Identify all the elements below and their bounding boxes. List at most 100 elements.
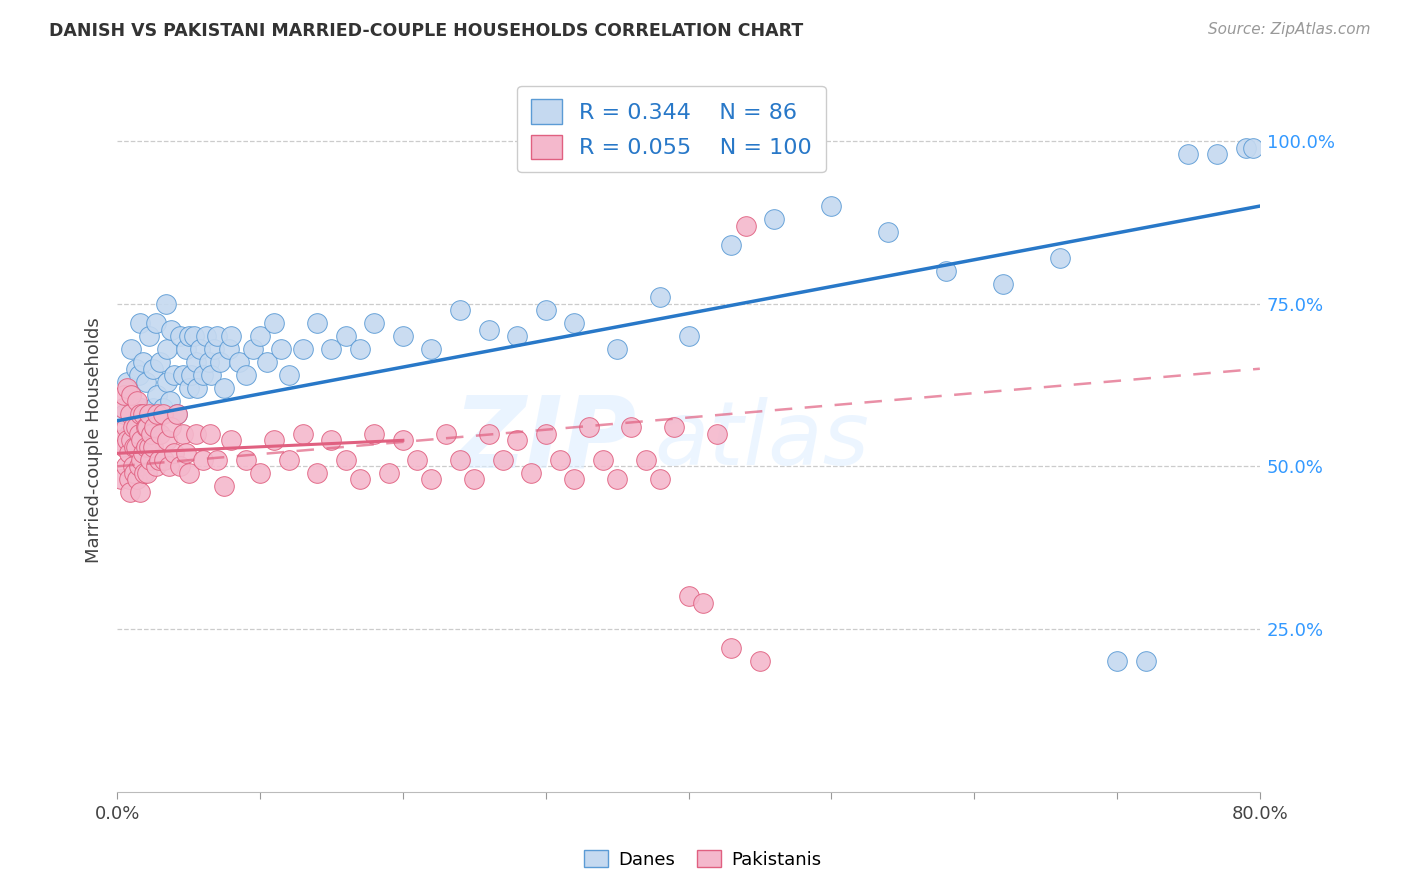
Point	[307, 316, 329, 330]
Point	[131, 452, 153, 467]
Point	[720, 238, 742, 252]
Point	[606, 342, 628, 356]
Point	[143, 420, 166, 434]
Point	[131, 434, 153, 448]
Point	[434, 426, 457, 441]
Point	[142, 401, 165, 415]
Point	[139, 452, 162, 467]
Text: Source: ZipAtlas.com: Source: ZipAtlas.com	[1208, 22, 1371, 37]
Point	[291, 426, 314, 441]
Point	[180, 368, 202, 383]
Point	[125, 420, 148, 434]
Text: DANISH VS PAKISTANI MARRIED-COUPLE HOUSEHOLDS CORRELATION CHART: DANISH VS PAKISTANI MARRIED-COUPLE HOUSE…	[49, 22, 803, 40]
Point	[128, 414, 150, 428]
Point	[763, 212, 786, 227]
Point	[155, 296, 177, 310]
Point	[664, 420, 686, 434]
Point	[131, 401, 153, 415]
Point	[124, 466, 146, 480]
Point	[128, 459, 150, 474]
Point	[202, 342, 225, 356]
Point	[127, 472, 149, 486]
Point	[270, 342, 292, 356]
Point	[132, 407, 155, 421]
Point	[166, 407, 188, 421]
Point	[136, 466, 159, 480]
Point	[492, 452, 515, 467]
Point	[125, 440, 148, 454]
Point	[562, 472, 585, 486]
Point	[363, 426, 385, 441]
Point	[406, 452, 429, 467]
Point	[112, 440, 135, 454]
Point	[142, 440, 165, 454]
Point	[136, 420, 159, 434]
Point	[578, 420, 600, 434]
Point	[606, 472, 628, 486]
Point	[620, 420, 643, 434]
Point	[648, 290, 671, 304]
Point	[149, 426, 172, 441]
Point	[1105, 655, 1128, 669]
Point	[1241, 140, 1264, 154]
Point	[152, 401, 174, 415]
Point	[115, 381, 138, 395]
Point	[420, 472, 443, 486]
Point	[153, 452, 176, 467]
Point	[634, 452, 657, 467]
Point	[706, 426, 728, 441]
Point	[392, 329, 415, 343]
Point	[159, 394, 181, 409]
Point	[145, 316, 167, 330]
Point	[477, 323, 499, 337]
Point	[377, 466, 399, 480]
Point	[221, 329, 243, 343]
Point	[121, 388, 143, 402]
Point	[420, 342, 443, 356]
Point	[124, 401, 146, 415]
Point	[191, 368, 214, 383]
Point	[820, 199, 842, 213]
Point	[291, 342, 314, 356]
Point	[128, 368, 150, 383]
Point	[228, 355, 250, 369]
Point	[256, 355, 278, 369]
Point	[184, 355, 207, 369]
Point	[242, 342, 264, 356]
Point	[157, 459, 180, 474]
Point	[214, 381, 236, 395]
Point	[235, 368, 257, 383]
Point	[148, 452, 170, 467]
Point	[183, 329, 205, 343]
Point	[335, 329, 357, 343]
Point	[208, 355, 231, 369]
Point	[392, 434, 415, 448]
Point	[111, 401, 134, 415]
Point	[748, 655, 770, 669]
Point	[221, 434, 243, 448]
Point	[200, 368, 222, 383]
Point	[169, 459, 191, 474]
Point	[277, 368, 299, 383]
Point	[121, 342, 143, 356]
Point	[188, 342, 211, 356]
Point	[125, 361, 148, 376]
Point	[991, 277, 1014, 292]
Point	[197, 355, 219, 369]
Point	[115, 375, 138, 389]
Point	[534, 303, 557, 318]
Point	[152, 407, 174, 421]
Point	[160, 420, 183, 434]
Point	[156, 375, 179, 389]
Point	[160, 323, 183, 337]
Point	[678, 329, 700, 343]
Point	[118, 407, 141, 421]
Point	[132, 446, 155, 460]
Point	[214, 479, 236, 493]
Point	[138, 407, 160, 421]
Point	[132, 355, 155, 369]
Point	[129, 316, 152, 330]
Point	[548, 452, 571, 467]
Point	[648, 472, 671, 486]
Point	[186, 381, 208, 395]
